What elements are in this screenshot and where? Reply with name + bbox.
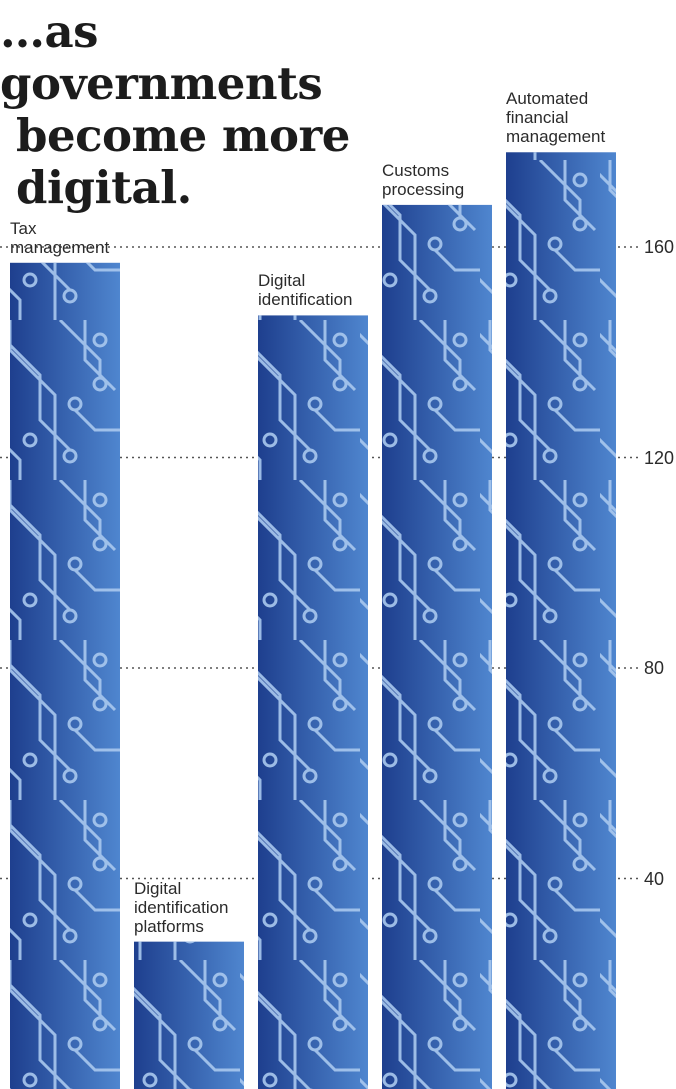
chart-title: …as governments become more digital. xyxy=(0,6,400,214)
category-label-2: Digital identification xyxy=(258,271,353,310)
y-tick-label-160: 160 xyxy=(644,237,675,257)
title-line-2: become more xyxy=(16,109,350,162)
bar-pattern-0 xyxy=(10,262,120,1089)
category-label-0: Tax management xyxy=(10,218,110,257)
title-line-3: digital. xyxy=(16,161,192,214)
y-tick-label-80: 80 xyxy=(644,658,665,678)
category-label-4: Automated financial management xyxy=(506,89,606,147)
bar-pattern-3 xyxy=(382,204,492,1089)
y-tick-label-40: 40 xyxy=(644,868,665,889)
bar-pattern-2 xyxy=(258,315,368,1089)
category-label-1: Digital identification platforms xyxy=(134,878,229,936)
category-label-3: Customs processing xyxy=(382,160,465,199)
bar-pattern-4 xyxy=(506,152,616,1089)
bar-pattern-1 xyxy=(134,941,244,1089)
y-tick-label-120: 120 xyxy=(644,447,675,468)
title-line-1: …as governments xyxy=(0,5,323,110)
